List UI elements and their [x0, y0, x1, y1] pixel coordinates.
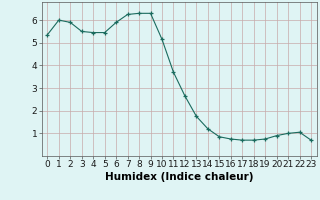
- X-axis label: Humidex (Indice chaleur): Humidex (Indice chaleur): [105, 172, 253, 182]
